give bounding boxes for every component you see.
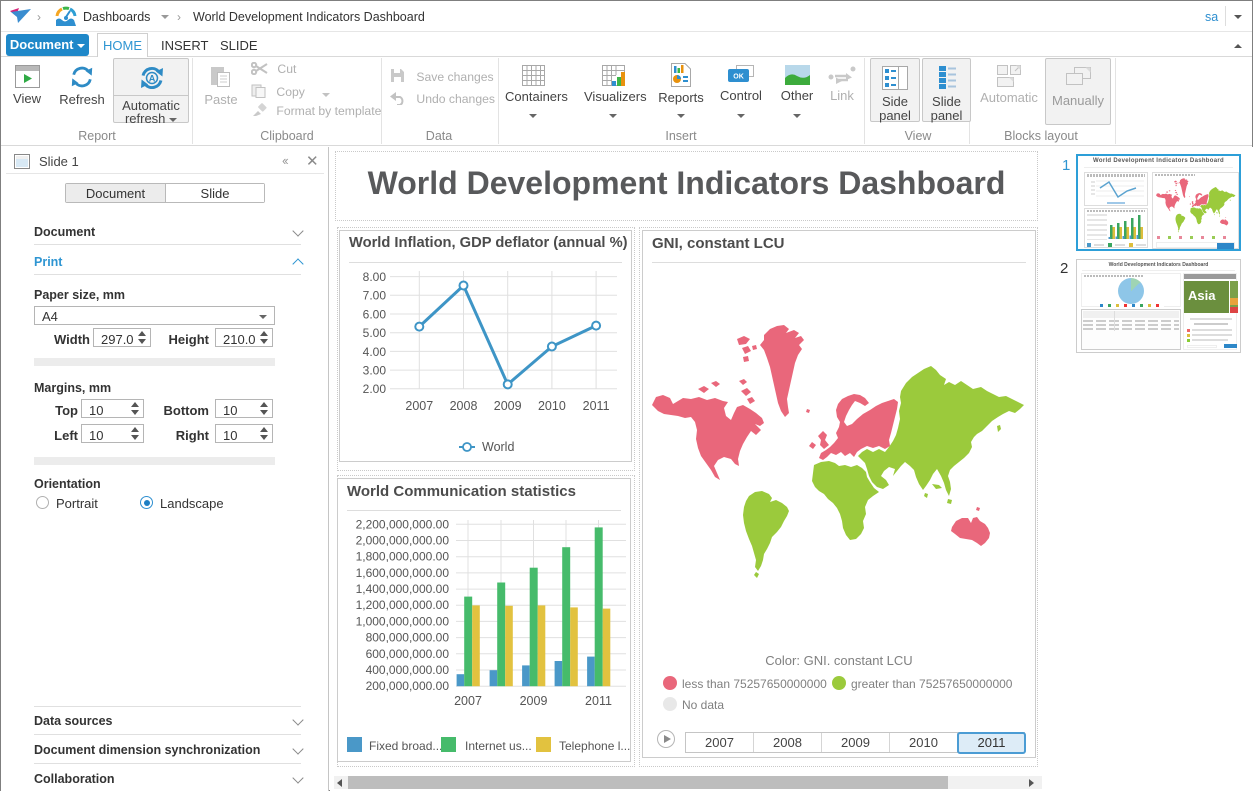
svg-text:200,000,000.00: 200,000,000.00 [366,679,450,693]
svg-text:2007: 2007 [405,399,433,413]
svg-text:2011: 2011 [585,694,612,708]
svg-text:400,000,000.00: 400,000,000.00 [366,663,450,677]
svg-text:2008: 2008 [450,399,478,413]
svg-text:600,000,000.00: 600,000,000.00 [366,647,450,661]
svg-text:2007: 2007 [454,694,482,708]
svg-text:1,200,000,000.00: 1,200,000,000.00 [356,598,450,612]
svg-text:5.00: 5.00 [363,326,387,340]
svg-text:4.00: 4.00 [363,345,387,359]
svg-text:8.00: 8.00 [363,270,387,284]
svg-text:7.00: 7.00 [363,289,387,303]
svg-text:2009: 2009 [520,694,548,708]
svg-text:2010: 2010 [538,399,566,413]
svg-text:6.00: 6.00 [363,307,387,321]
svg-text:1,600,000,000.00: 1,600,000,000.00 [356,566,450,580]
svg-text:2011: 2011 [583,399,610,413]
svg-text:A: A [149,73,156,83]
svg-text:800,000,000.00: 800,000,000.00 [366,631,450,645]
svg-text:2009: 2009 [494,399,522,413]
svg-text:1,800,000,000.00: 1,800,000,000.00 [356,550,450,564]
svg-text:1,000,000,000.00: 1,000,000,000.00 [356,614,450,628]
svg-text:2.00: 2.00 [363,382,387,396]
svg-text:OK: OK [733,74,744,81]
svg-text:2,200,000,000.00: 2,200,000,000.00 [356,517,450,531]
svg-text:2,000,000,000.00: 2,000,000,000.00 [356,534,450,548]
svg-text:1,400,000,000.00: 1,400,000,000.00 [356,582,450,596]
svg-text:World: World [482,440,514,454]
svg-text:3.00: 3.00 [363,364,387,378]
